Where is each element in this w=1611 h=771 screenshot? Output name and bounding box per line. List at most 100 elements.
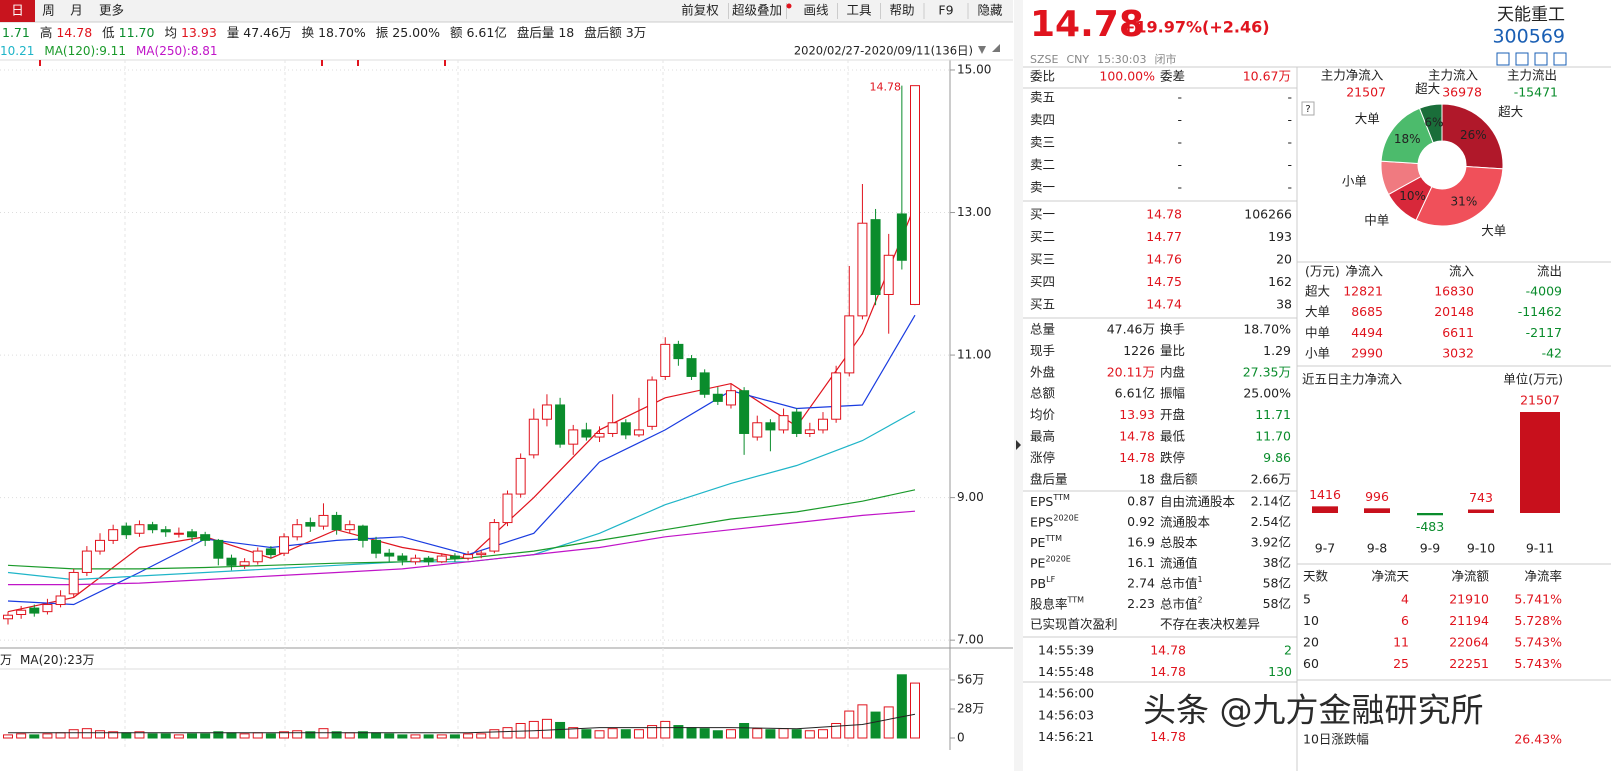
row-value: 1.29	[1263, 343, 1291, 358]
ma-legend-item: 10.21	[0, 44, 34, 58]
candle-body	[331, 514, 342, 531]
fund-label-text: PE	[1030, 555, 1046, 570]
net-table-cell: 22064	[1449, 635, 1489, 650]
tick-price: 14.78	[1150, 664, 1186, 679]
volume-legend-item: 万	[0, 653, 12, 667]
volume-bar	[134, 731, 145, 739]
volume-bar	[331, 731, 342, 739]
candle-body	[279, 536, 290, 554]
volume-bar	[29, 734, 40, 739]
toolbar-button[interactable]: F9	[938, 3, 953, 18]
bid-price: 14.78	[1146, 207, 1182, 222]
x-tick-label: 9-7	[1315, 541, 1335, 556]
candle-body	[68, 571, 79, 595]
net-table-cell: 21194	[1449, 613, 1489, 628]
row-value: 25.00%	[1243, 386, 1291, 401]
ask-volume: -	[1287, 135, 1292, 150]
fund-label: PETTM	[1030, 534, 1062, 550]
tab[interactable]: 周	[42, 3, 55, 18]
panel-icons[interactable]	[1496, 52, 1567, 66]
fund-label-sup: TTM	[1067, 595, 1085, 604]
watermark: 头条 @九方金融研究所	[1143, 691, 1484, 730]
collapse-arrow[interactable]	[1016, 440, 1021, 450]
row-value: 2.66万	[1251, 471, 1291, 486]
tab[interactable]: 月	[70, 3, 83, 18]
bar-label: -483	[1416, 519, 1444, 534]
panel-lines	[1023, 66, 1611, 771]
volume-bar	[712, 730, 723, 739]
volume-bar	[16, 733, 27, 739]
row-label: 委差	[1160, 69, 1185, 84]
row-value: 11.70	[1255, 429, 1291, 444]
fund-value: 16.9	[1127, 535, 1155, 550]
candle-body	[160, 529, 171, 533]
help-icon[interactable]	[1301, 101, 1315, 116]
row-label: 最高	[1030, 429, 1055, 444]
flow-table-cell: 3032	[1442, 346, 1474, 361]
volume-bar	[555, 721, 566, 739]
flow-table-cell: 超大	[1305, 284, 1330, 299]
flow-table-header: 流入	[1449, 264, 1475, 279]
candle-body	[712, 393, 723, 402]
flow-label: 主力流出	[1507, 68, 1557, 83]
candle-body	[594, 432, 605, 438]
volume-bar	[686, 727, 697, 739]
bar-title: 近五日主力净流入	[1302, 372, 1403, 387]
resize-icon[interactable]	[992, 44, 1000, 52]
volume-bar	[594, 730, 605, 739]
volume-legend: 万 MA(20):23万	[0, 653, 95, 667]
fund-label: 总市值1	[1160, 575, 1203, 591]
volume-bar	[449, 734, 460, 739]
volume-bar	[397, 734, 408, 739]
bid-volume: 162	[1268, 274, 1292, 289]
info-value: 18.70%	[318, 25, 366, 40]
candle-body	[489, 522, 500, 552]
flow-table-header: 流出	[1537, 264, 1562, 279]
divider[interactable]	[1014, 0, 1023, 771]
ma-legend-item: MA(120):9.11	[44, 44, 126, 58]
candle-body	[252, 550, 263, 563]
volume-bar	[502, 727, 513, 739]
candle-body	[647, 379, 658, 427]
info-label: 振	[376, 25, 389, 40]
toolbar-button[interactable]: 画线	[803, 3, 829, 18]
ask-volume: -	[1287, 180, 1292, 195]
tab[interactable]: 更多	[99, 3, 124, 18]
bid-volume: 106266	[1244, 207, 1292, 222]
y-tick-label: 56万	[957, 672, 984, 686]
flow-label: 主力净流入	[1321, 68, 1384, 83]
candle-body	[778, 415, 789, 431]
volume-ma	[8, 713, 916, 734]
pie-value: 10%	[1399, 189, 1426, 203]
volume-bar	[173, 734, 184, 739]
range-icon[interactable]	[978, 46, 986, 54]
fund-label-text: PE	[1030, 535, 1046, 550]
candle-body	[239, 561, 250, 566]
candle-body	[463, 554, 474, 559]
fund-value: 2.54亿	[1251, 514, 1291, 529]
toolbar-button[interactable]: 隐藏	[977, 3, 1003, 18]
fund-value: 2.23	[1127, 596, 1155, 611]
tick-volume: 130	[1268, 664, 1292, 679]
toolbar-button[interactable]: 工具	[846, 3, 872, 18]
pie-label: 小单	[1342, 173, 1367, 188]
volume-legend-item: MA(20):23万	[20, 653, 95, 667]
bar	[1364, 508, 1390, 513]
info-value: 25.00%	[392, 25, 440, 40]
tab[interactable]: 日	[11, 3, 24, 18]
net-table-cell: 5.743%	[1514, 656, 1562, 671]
toolbar-button[interactable]: 前复权	[681, 3, 719, 18]
flow-table-cell: -4009	[1526, 284, 1562, 299]
toolbar-button[interactable]: 超级叠加	[732, 3, 782, 18]
volume-bar	[318, 728, 329, 739]
toolbar-button[interactable]: 帮助	[889, 3, 914, 18]
row-value: 1226	[1123, 343, 1155, 358]
flow-table-header: (万元)	[1305, 264, 1340, 279]
candle-body	[883, 254, 894, 295]
flow-table-cell: 4494	[1351, 325, 1383, 340]
volume-bar	[752, 728, 763, 739]
ask-label: 卖四	[1030, 112, 1055, 127]
volume-bar	[541, 718, 552, 739]
volume-bar	[265, 733, 276, 739]
